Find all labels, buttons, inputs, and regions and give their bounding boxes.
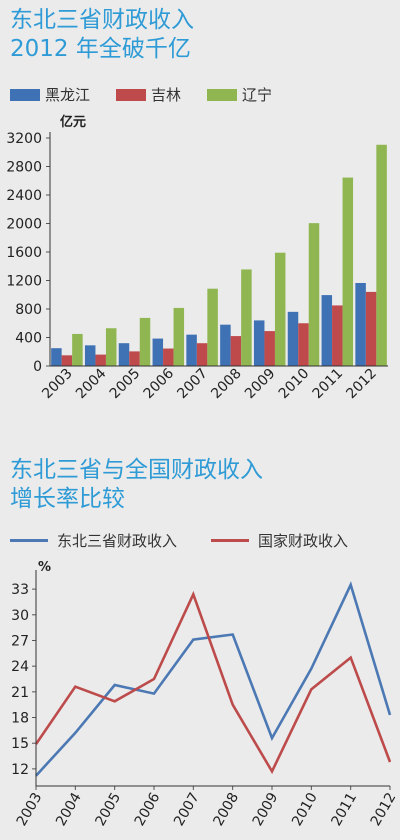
y-tick-label: 2400 — [6, 188, 42, 204]
bar-黑龙江-2010 — [287, 311, 299, 366]
x-tick-label: 2004 — [53, 790, 85, 829]
bar-吉林-2010 — [298, 323, 309, 366]
bar-辽宁-2004 — [105, 328, 117, 366]
x-tick-label: 2003 — [14, 790, 46, 829]
legend-label-national: 国家财政收入 — [258, 532, 349, 550]
legend-item-northeast: 东北三省财政收入 — [10, 530, 177, 551]
bar-吉林-2011 — [332, 305, 343, 366]
x-tick-label: 2008 — [208, 366, 245, 403]
legend-item-liaoning: 辽宁 — [207, 84, 272, 105]
bar-辽宁-2003 — [72, 333, 83, 366]
legend-item-jilin: 吉林 — [116, 84, 181, 105]
legend-label-northeast: 东北三省财政收入 — [57, 532, 178, 550]
x-tick-label: 2005 — [107, 366, 144, 403]
legend-swatch-heilongjiang — [10, 88, 40, 101]
legend-item-national: 国家财政收入 — [211, 530, 348, 551]
y-tick-label: 30 — [11, 608, 29, 624]
bar-吉林-2003 — [61, 355, 73, 366]
legend-label-jilin: 吉林 — [151, 86, 182, 104]
x-tick-label: 2007 — [171, 790, 203, 829]
bar-吉林-2008 — [230, 336, 242, 366]
bar-辽宁-2011 — [342, 177, 354, 366]
bar-辽宁-2007 — [207, 288, 218, 366]
y-tick-label: 3200 — [6, 131, 42, 147]
x-tick-label: 2006 — [132, 790, 164, 829]
bar-吉林-2012 — [365, 291, 377, 366]
bar-黑龙江-2008 — [220, 324, 231, 366]
x-tick-label: 2003 — [39, 366, 76, 403]
bar-辽宁-2005 — [139, 317, 151, 366]
x-tick-label: 2009 — [242, 366, 279, 403]
line-chart-title-line-1: 东北三省与全国财政收入 — [10, 457, 263, 483]
bar-黑龙江-2012 — [355, 282, 366, 366]
y-axis-unit-label: 亿元 — [60, 114, 86, 130]
y-tick-label: 15 — [11, 736, 29, 752]
bar-辽宁-2008 — [241, 269, 252, 366]
bar-吉林-2005 — [129, 351, 140, 366]
x-tick-label: 2009 — [250, 790, 282, 829]
bar-吉林-2004 — [95, 354, 106, 366]
bar-辽宁-2006 — [173, 307, 185, 366]
y-tick-label: 24 — [11, 659, 29, 675]
line-chart-title-line-2: 增长率比较 — [10, 486, 125, 512]
y-tick-label: 2800 — [6, 160, 42, 176]
legend-label-heilongjiang: 黑龙江 — [45, 86, 91, 104]
bar-黑龙江-2003 — [51, 348, 62, 366]
series-line-东北三省财政收入 — [35, 581, 392, 777]
series-line-国家财政收入 — [34, 590, 392, 775]
bar-黑龙江-2005 — [118, 343, 130, 366]
bar-黑龙江-2006 — [152, 338, 164, 366]
y-tick-label: 33 — [11, 582, 29, 598]
y-tick-label: 0 — [33, 359, 42, 375]
x-tick-label: 2010 — [276, 366, 313, 403]
bar-吉林-2009 — [264, 331, 275, 366]
legend-swatch-jilin — [116, 88, 147, 101]
bar-黑龙江-2004 — [84, 345, 96, 366]
y-tick-label: 12 — [11, 762, 29, 778]
y-tick-label: 1200 — [6, 274, 42, 290]
x-tick-label: 2011 — [310, 366, 347, 403]
x-tick-label: 2012 — [368, 790, 400, 829]
x-tick-label: 2004 — [73, 365, 110, 402]
y-tick-label: 2000 — [6, 217, 42, 233]
bar-chart-title-line-1: 东北三省财政收入 — [10, 7, 194, 33]
y-tick-label: 18 — [11, 711, 29, 727]
legend-swatch-liaoning — [207, 88, 238, 101]
x-tick-label: 2008 — [210, 790, 242, 829]
bar-吉林-2006 — [163, 348, 174, 366]
bar-辽宁-2012 — [376, 144, 387, 366]
legend-line-northeast — [10, 539, 48, 542]
bar-黑龙江-2009 — [253, 320, 265, 366]
bar-chart: 0400800120016002000240028003200亿元2003200… — [6, 114, 388, 403]
x-tick-label: 2007 — [174, 366, 211, 403]
y-tick-label: 21 — [11, 685, 29, 701]
bar-辽宁-2010 — [308, 223, 320, 366]
x-tick-label: 2005 — [92, 790, 124, 829]
y-tick-label: 27 — [11, 633, 29, 649]
y-tick-label: 1600 — [6, 245, 42, 261]
y-tick-label: 800 — [15, 302, 42, 318]
y-axis-unit-label: % — [38, 560, 51, 575]
legend-label-liaoning: 辽宁 — [242, 86, 273, 104]
x-tick-label: 2006 — [141, 365, 178, 402]
bar-吉林-2007 — [196, 343, 208, 366]
legend-line-national — [211, 539, 250, 542]
bar-黑龙江-2011 — [321, 295, 333, 366]
bar-黑龙江-2007 — [186, 334, 197, 366]
bar-chart-title-line-2: 2012 年全破千亿 — [10, 36, 191, 62]
line-chart-legend: 东北三省财政收入 国家财政收入 — [10, 530, 374, 551]
bar-chart-legend: 黑龙江 吉林 辽宁 — [10, 84, 298, 105]
x-tick-label: 2011 — [328, 790, 360, 829]
x-tick-label: 2010 — [289, 790, 321, 829]
legend-item-heilongjiang: 黑龙江 — [10, 84, 90, 105]
bar-辽宁-2009 — [274, 252, 286, 366]
y-tick-label: 400 — [15, 331, 42, 347]
x-tick-label: 2012 — [343, 366, 380, 403]
